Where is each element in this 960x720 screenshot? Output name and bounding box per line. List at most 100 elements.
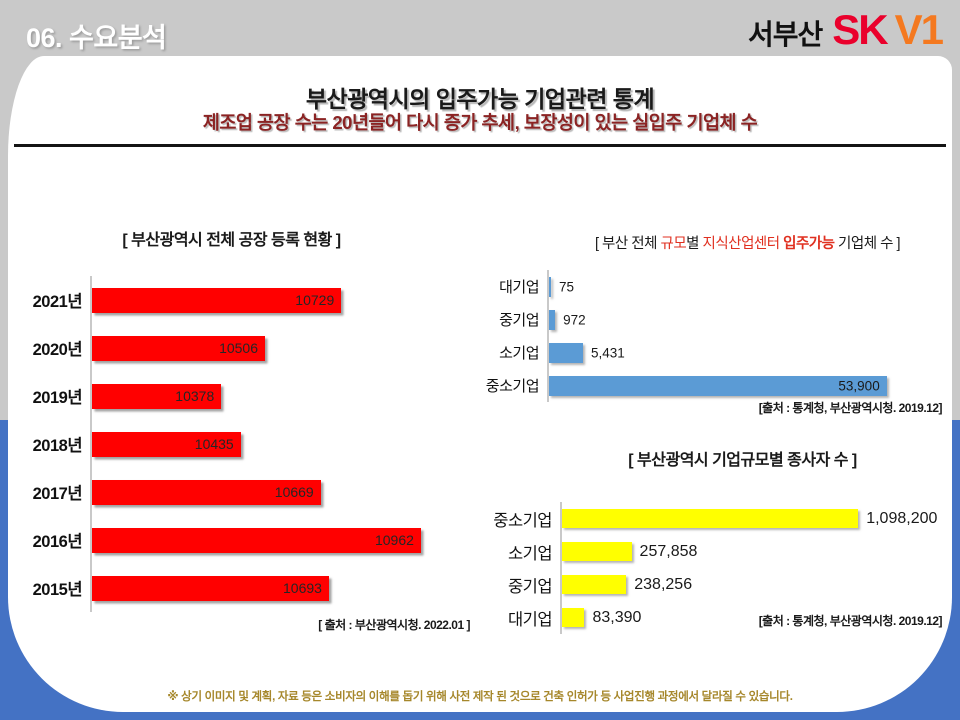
page-subtitle: 제조업 공장 수는 20년들어 다시 증가 추세, 보장성이 있는 실입주 기업… [202, 112, 758, 133]
bar [549, 342, 584, 363]
category-label: 2017년 [32, 485, 83, 503]
value-label: 10669 [274, 484, 314, 500]
plot-area: 83,390 [560, 601, 945, 634]
value-label: 10378 [175, 388, 215, 404]
bar: 10729 [92, 287, 342, 313]
value-label: 83,390 [592, 608, 642, 626]
value-label: 10962 [374, 532, 414, 548]
plot-area: 238,256 [560, 568, 945, 601]
chart-row: 2016년 10962 [14, 516, 449, 564]
plot-area: 53,900 [547, 369, 950, 402]
kic-companies-chart-title: [ 부산 전체 규모별 지식산업센터 입주가능 기업체 수 ] [545, 232, 950, 253]
category-label: 소기업 [499, 345, 539, 362]
category-label: 중소기업 [493, 511, 552, 530]
bar: 10378 [92, 383, 222, 409]
bar [562, 542, 632, 561]
value-label: 10435 [194, 436, 234, 452]
logo-region-text: 서부산 [747, 19, 823, 50]
category-label: 2018년 [32, 437, 83, 455]
bar [562, 509, 859, 528]
category-label: 2015년 [32, 581, 83, 599]
value-label: 238,256 [634, 575, 693, 593]
plot-area: 75 [547, 270, 950, 303]
plot-area: 10506 [90, 324, 449, 372]
plot-area: 10962 [90, 516, 449, 564]
chart-row: 2017년 10669 [14, 468, 449, 516]
plot-area: 972 [547, 303, 950, 336]
factory-chart-source: [ 출처 : 부산광역시청. 2022.01 ] [318, 618, 470, 632]
bar: 10693 [92, 575, 329, 601]
logo-sk-text: SK [832, 6, 888, 53]
chart-title-segment: [ 부산 전체 [595, 236, 661, 252]
plot-area: 257,858 [560, 535, 945, 568]
chart-row: 2018년 10435 [14, 420, 449, 468]
bar [562, 575, 627, 594]
category-label: 2016년 [32, 533, 83, 551]
chart-row: 대기업 83,390 [480, 601, 945, 634]
section-label: 06. 수요분석 [26, 23, 167, 53]
value-label: 10506 [219, 340, 258, 356]
category-label: 소기업 [507, 544, 553, 563]
chart-title-segment: 규모 [660, 236, 687, 252]
category-label: 2021년 [32, 293, 83, 311]
bar: 10435 [92, 431, 241, 457]
value-label: 257,858 [639, 542, 698, 560]
chart-title-segment: 입주가능 [783, 236, 835, 252]
chart-title-segment: 지식산업센터 [702, 236, 784, 252]
chart-row: 중소기업 1,098,200 [480, 502, 945, 535]
category-label: 대기업 [507, 610, 553, 629]
plot-area: 1,098,200 [560, 502, 945, 535]
category-label: 대기업 [499, 279, 539, 296]
bar: 10506 [92, 335, 265, 361]
category-label: 중기업 [507, 577, 553, 596]
bar: 10669 [92, 479, 321, 505]
chart-row: 2015년 10693 [14, 564, 449, 612]
category-label: 중기업 [499, 312, 539, 329]
value-label: 53,900 [838, 378, 880, 393]
category-label: 중소기업 [485, 378, 540, 395]
brand-logo: 서부산 SK V1 [747, 6, 944, 54]
chart-title-segment: 별 [686, 236, 703, 252]
bar [562, 608, 585, 627]
workers-chart-source: [출처 : 통계청, 부산광역시청. 2019.12] [758, 614, 943, 628]
kic-companies-chart-source: [출처 : 통계청, 부산광역시청. 2019.12] [758, 401, 943, 415]
chart-row: 중기업 238,256 [480, 568, 945, 601]
title-divider [14, 144, 946, 147]
chart-row: 중기업 972 [480, 303, 950, 336]
workers-chart-title: [ 부산광역시 기업규모별 종사자 수 ] [628, 452, 857, 469]
chart-row: 대기업 75 [480, 270, 950, 303]
chart-row: 2019년 10378 [14, 372, 449, 420]
category-label: 2020년 [32, 341, 83, 359]
bar: 53,900 [549, 375, 887, 396]
plot-area: 5,431 [547, 336, 950, 369]
bar [549, 276, 551, 297]
kic-companies-chart: 대기업 75 중기업 972 소기업 5,431 중소기업 53,900 [480, 270, 950, 402]
factory-chart-title: [ 부산광역시 전체 공장 등록 현황 ] [122, 232, 341, 249]
workers-chart: 중소기업 1,098,200 소기업 257,858 중기업 238,256 대기업 83,3… [480, 502, 945, 634]
bar: 10962 [92, 527, 421, 553]
chart-row: 소기업 5,431 [480, 336, 950, 369]
chart-title-segment: 기업체 수 ] [834, 236, 900, 252]
page-title: 부산광역시의 입주가능 기업관련 통계 [305, 86, 655, 112]
value-label: 5,431 [591, 345, 625, 360]
content-panel: 부산광역시의 입주가능 기업관련 통계 제조업 공장 수는 20년들어 다시 증… [8, 56, 952, 712]
value-label: 75 [559, 279, 575, 294]
plot-area: 10669 [90, 468, 449, 516]
chart-row: 소기업 257,858 [480, 535, 945, 568]
value-label: 10729 [295, 292, 335, 308]
chart-row: 중소기업 53,900 [480, 369, 950, 402]
logo-v1-text: V1 [894, 6, 944, 53]
plot-area: 10729 [90, 276, 449, 324]
bar [549, 309, 556, 330]
plot-area: 10378 [90, 372, 449, 420]
value-label: 1,098,200 [866, 509, 938, 527]
plot-area: 10435 [90, 420, 449, 468]
value-label: 972 [563, 312, 586, 327]
footer-disclaimer: ※ 상기 이미지 및 계획, 자료 등은 소비자의 이해를 돕기 위해 사전 제… [167, 691, 793, 703]
plot-area: 10693 [90, 564, 449, 612]
category-label: 2019년 [32, 389, 83, 407]
chart-row: 2020년 10506 [14, 324, 449, 372]
chart-row: 2021년 10729 [14, 276, 449, 324]
factory-registrations-chart: 2021년 10729 2020년 10506 2019년 10378 2018년 10435… [14, 276, 449, 612]
